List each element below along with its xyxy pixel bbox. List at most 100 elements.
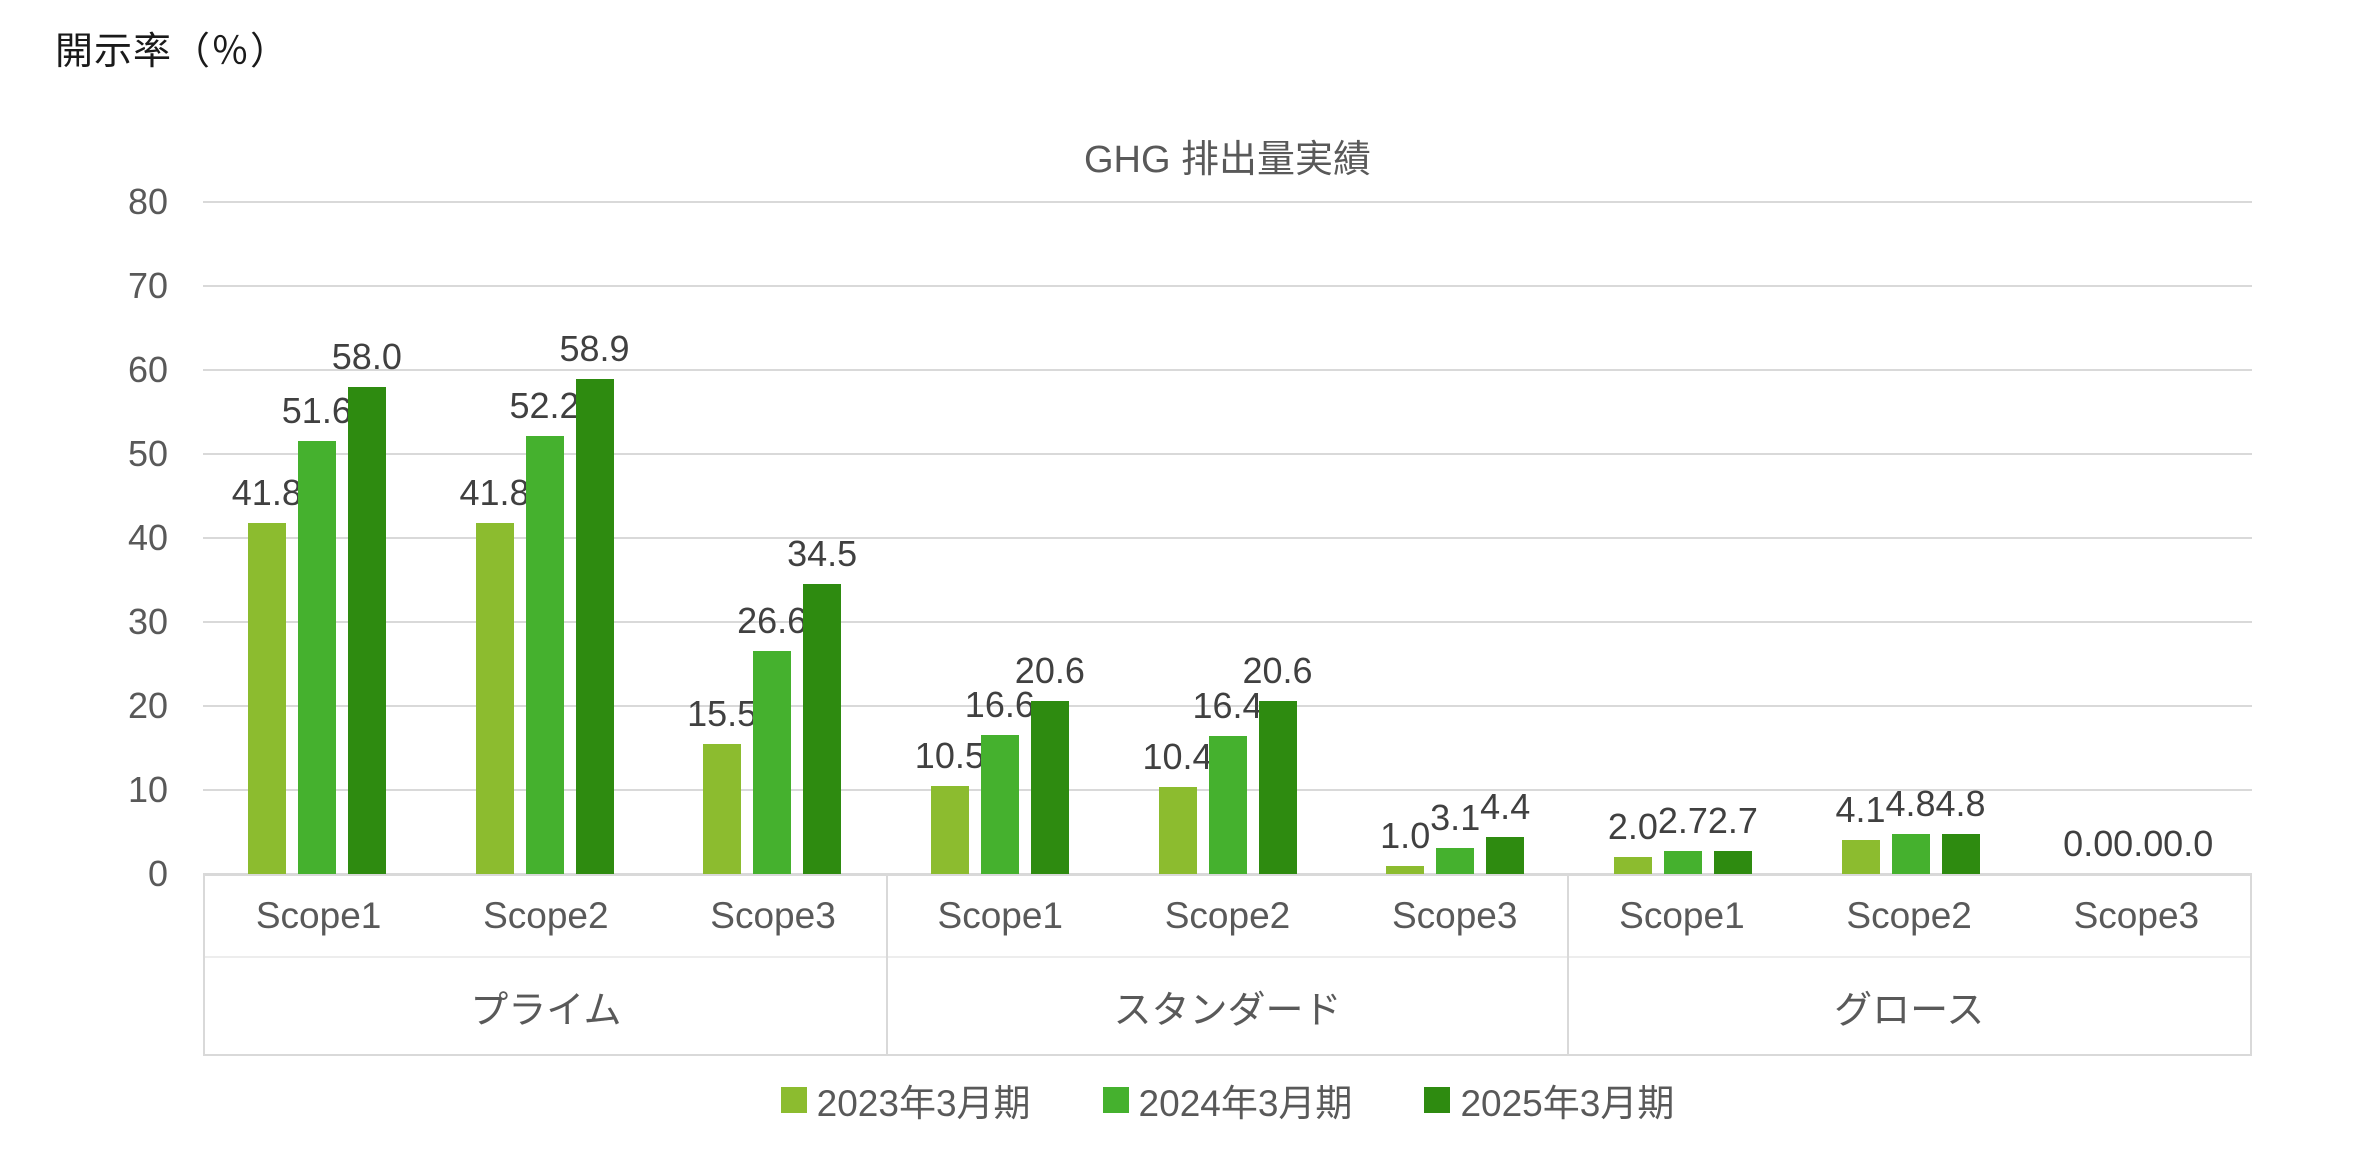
bar-scope2-series2: 16.4 (1192, 685, 1263, 874)
y-tick-20: 20 (127, 685, 168, 726)
y-axis: 0 10 20 30 40 50 60 70 80 (0, 181, 168, 894)
legend-label: 2023年3月期 (816, 1083, 1031, 1124)
bar-scope2-series3: 20.6 (1242, 650, 1313, 874)
bar-cluster-1: 41.8 51.6 58.0 (203, 202, 431, 874)
data-label: 10.5 (914, 734, 985, 776)
bar-scope2-series1: 4.1 (1836, 789, 1886, 874)
legend-marker-icon (780, 1087, 807, 1113)
legend-marker-icon (1102, 1087, 1129, 1113)
bar-scope2-series3: 58.9 (559, 328, 630, 874)
data-label: 15.5 (687, 692, 758, 734)
data-label: 4.8 (1935, 782, 1986, 824)
bar-cluster-6: 1.0 3.1 4.4 (1341, 202, 1569, 874)
bar-scope2-series1: 41.8 (459, 472, 530, 874)
scope-label-scope1-group2: Scope1 (937, 895, 1064, 936)
plot-area: 41.8 51.6 58.0 41.8 52.2 58.9 15.5 26.6 34.5 10.5… (203, 201, 2252, 875)
data-label: 41.8 (459, 471, 530, 513)
gridline-40 (203, 537, 2252, 539)
y-axis-unit-label: 開示率（％） (55, 31, 290, 73)
data-label: 20.6 (1014, 649, 1085, 691)
data-label: 16.4 (1192, 685, 1263, 727)
bar-scope2-series2: 4.8 (1886, 783, 1936, 874)
data-label: 58.0 (331, 335, 402, 377)
legend-label: 2024年3月期 (1138, 1083, 1353, 1124)
bar-cluster-8: 4.1 4.8 4.8 (1797, 202, 2025, 874)
bar-cluster-7: 2.0 2.7 2.7 (1569, 202, 1797, 874)
data-label: 51.6 (281, 389, 352, 431)
y-tick-50: 50 (127, 433, 168, 474)
data-label: 52.2 (509, 384, 580, 426)
bar-scope1-series2: 16.6 (965, 684, 1035, 874)
data-label: 0.0 (2163, 823, 2214, 864)
data-label: 3.1 (1430, 796, 1481, 838)
bar-scope1-series3: 20.6 (1015, 650, 1085, 874)
data-label: 0.0 (2113, 823, 2164, 864)
bars-area: 41.8 51.6 58.0 41.8 52.2 58.9 15.5 26.6 34.5 10.5… (203, 202, 2252, 874)
scope-label-scope3-group3: Scope3 (2073, 895, 2200, 936)
legend-label: 2025年3月期 (1460, 1083, 1675, 1124)
bar-scope1-series1: 41.8 (232, 472, 302, 874)
gridline-60 (203, 369, 2252, 371)
category-axis: Scope1 Scope2 Scope3 Scope1 Scope2 Scope3 Scop… (203, 874, 2252, 1056)
gridline-30 (203, 621, 2252, 623)
scope-label-scope1-group3: Scope1 (1619, 895, 1745, 936)
group-label-row: プライム スタンダード グロース (205, 958, 2250, 1054)
bar-scope1-series1: 10.5 (915, 735, 985, 874)
bar-scope3-series3: 34.5 (787, 533, 857, 874)
scope-label-scope2-group2: Scope2 (1164, 895, 1291, 936)
bar-cluster-4: 10.5 16.6 20.6 (886, 202, 1114, 874)
legend: 2023年3月期 2024年3月期 2025年3月期 (203, 1070, 2252, 1130)
bar-cluster-2: 41.8 52.2 58.9 (431, 202, 659, 874)
data-label: 4.8 (1885, 782, 1936, 824)
bar-scope1-series3: 58.0 (332, 336, 402, 874)
data-label: 41.8 (231, 471, 302, 513)
scope-label-scope2-group1: Scope2 (483, 895, 609, 936)
y-tick-80: 80 (127, 181, 168, 222)
data-label: 2.0 (1607, 806, 1658, 848)
gridline-80 (203, 201, 2252, 203)
bar-cluster-3: 15.5 26.6 34.5 (658, 202, 886, 874)
data-label: 34.5 (787, 533, 858, 575)
bar-cluster-5: 10.4 16.4 20.6 (1114, 202, 1342, 874)
data-label: 16.6 (964, 683, 1035, 725)
data-label: 2.7 (1657, 800, 1708, 842)
scope-label-row: Scope1 Scope2 Scope3 Scope1 Scope2 Scope3 Scop… (205, 876, 2250, 956)
legend-item-3: 2025年3月期 (1424, 1073, 1674, 1127)
bar-scope2-series2: 52.2 (509, 385, 580, 874)
data-label: 1.0 (1380, 814, 1431, 856)
group-label-3: グロース (1834, 989, 1985, 1032)
y-tick-30: 30 (127, 601, 168, 642)
y-tick-40: 40 (127, 517, 168, 558)
bar-scope2-series3: 4.8 (1936, 783, 1986, 874)
group-label-1: プライム (470, 989, 622, 1032)
data-label: 0.0 (2063, 823, 2114, 864)
y-tick-60: 60 (127, 349, 168, 390)
bar-scope1-series2: 2.7 (1658, 800, 1708, 874)
bar-scope3-series2: 3.1 (1430, 797, 1480, 874)
bar-scope3-series1: 1.0 (1380, 815, 1430, 874)
scope-label-scope3-group2: Scope3 (1391, 895, 1518, 936)
bar-scope3-series3: 4.4 (1480, 786, 1530, 874)
bar-scope1-series3: 2.7 (1708, 800, 1758, 874)
legend-item-2: 2024年3月期 (1102, 1073, 1353, 1127)
gridline-70 (203, 285, 2252, 287)
legend-marker-icon (1424, 1087, 1451, 1113)
y-tick-70: 70 (127, 265, 168, 306)
scope-label-scope3-group1: Scope3 (710, 895, 836, 936)
bar-scope3-series1: 15.5 (687, 693, 757, 874)
scope-label-scope1-group1: Scope1 (255, 895, 382, 936)
bar-cluster-9: 0.0 0.0 0.0 (2024, 202, 2252, 874)
data-label: 4.1 (1835, 788, 1886, 830)
data-label: 10.4 (1142, 735, 1213, 777)
bar-scope1-series2: 51.6 (282, 390, 352, 874)
y-tick-10: 10 (127, 769, 168, 810)
bar-scope3-series2: 26.6 (737, 600, 807, 874)
axis-row-divider (205, 956, 2250, 958)
data-label: 4.4 (1480, 786, 1531, 828)
data-label: 2.7 (1707, 800, 1758, 842)
y-tick-0: 0 (147, 853, 168, 894)
data-label: 58.9 (559, 328, 630, 370)
gridline-20 (203, 705, 2252, 707)
group-separator-2 (1567, 876, 1570, 1054)
